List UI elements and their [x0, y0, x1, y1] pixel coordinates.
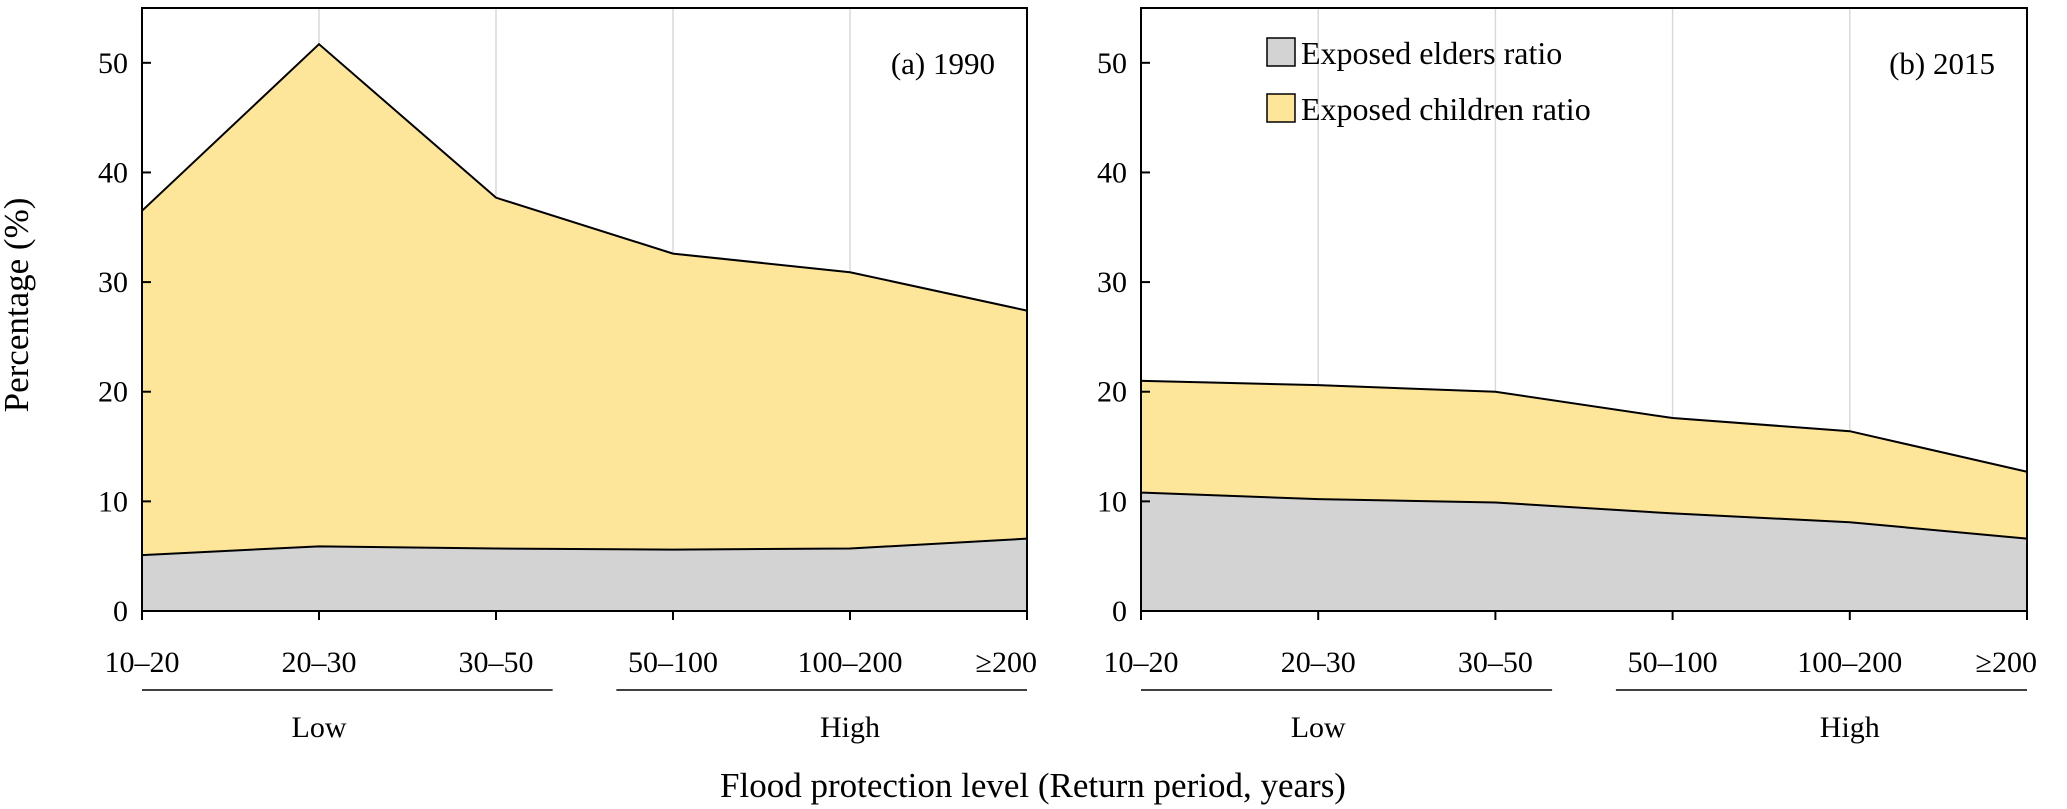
x-tick-label: 50–100	[1628, 646, 1718, 679]
legend: Exposed elders ratio Exposed children rat…	[1266, 35, 1591, 127]
group-label: High	[1820, 711, 1880, 744]
y-tick-label: 50	[98, 47, 128, 80]
y-axis-title: Percentage (%)	[0, 198, 36, 413]
y-tick-label: 0	[113, 595, 128, 628]
x-tick-label: 20–30	[282, 646, 357, 679]
x-tick-label: 100–200	[798, 646, 903, 679]
group-label: High	[820, 711, 880, 744]
y-tick-label: 30	[98, 266, 128, 299]
y-tick-label: 0	[1112, 595, 1127, 628]
x-tick-label: 50–100	[628, 646, 718, 679]
legend-entry-label: Exposed elders ratio	[1301, 35, 1562, 71]
x-tick-label: 30–50	[1458, 646, 1533, 679]
panel-b-2015: 0 10 20 30 40 50 10–20 20–30 30–50 50–100 100–200 ≥…	[1097, 7, 2037, 744]
area-exposed-children	[142, 44, 1027, 556]
x-tick-label: 20–30	[1281, 646, 1356, 679]
y-tick-label: 50	[1097, 47, 1127, 80]
y-tick-label: 30	[1097, 266, 1127, 299]
x-tick-label: ≥200	[1976, 646, 2037, 679]
area-exposed-elders	[142, 538, 1027, 611]
x-tick-label: 100–200	[1797, 646, 1902, 679]
panel-a-1990: 0 10 20 30 40 50 10–20 20–30 30–50 50–100 100–200 ≥…	[98, 7, 1037, 744]
area-exposed-elders	[1141, 492, 2027, 611]
panel-label: (a) 1990	[891, 46, 995, 81]
line-total-exposed	[141, 42, 1028, 312]
line-exposed-elders	[1140, 491, 2028, 540]
group-label: Low	[1291, 711, 1346, 744]
y-tick-label: 40	[98, 156, 128, 189]
x-axis-title: Flood protection level (Return period, y…	[720, 766, 1346, 805]
y-tick-label: 40	[1097, 156, 1127, 189]
y-tick-label: 10	[98, 485, 128, 518]
y-tick-label: 20	[1097, 376, 1127, 409]
panel-label: (b) 2015	[1889, 46, 1995, 81]
x-tick-label: 30–50	[459, 646, 534, 679]
legend-entry-label: Exposed children ratio	[1301, 91, 1591, 127]
x-tick-label: ≥200	[976, 646, 1037, 679]
plot-frame	[1140, 7, 2028, 612]
x-tick-label: 10–20	[1104, 646, 1179, 679]
line-total-exposed	[1140, 379, 2028, 473]
y-tick-label: 10	[1097, 485, 1127, 518]
x-tick-label: 10–20	[105, 646, 180, 679]
plot-frame	[141, 7, 1028, 612]
legend-swatch	[1266, 93, 1296, 123]
group-label: Low	[292, 711, 347, 744]
y-tick-label: 20	[98, 376, 128, 409]
legend-swatch	[1266, 37, 1296, 67]
line-exposed-elders	[141, 537, 1028, 557]
